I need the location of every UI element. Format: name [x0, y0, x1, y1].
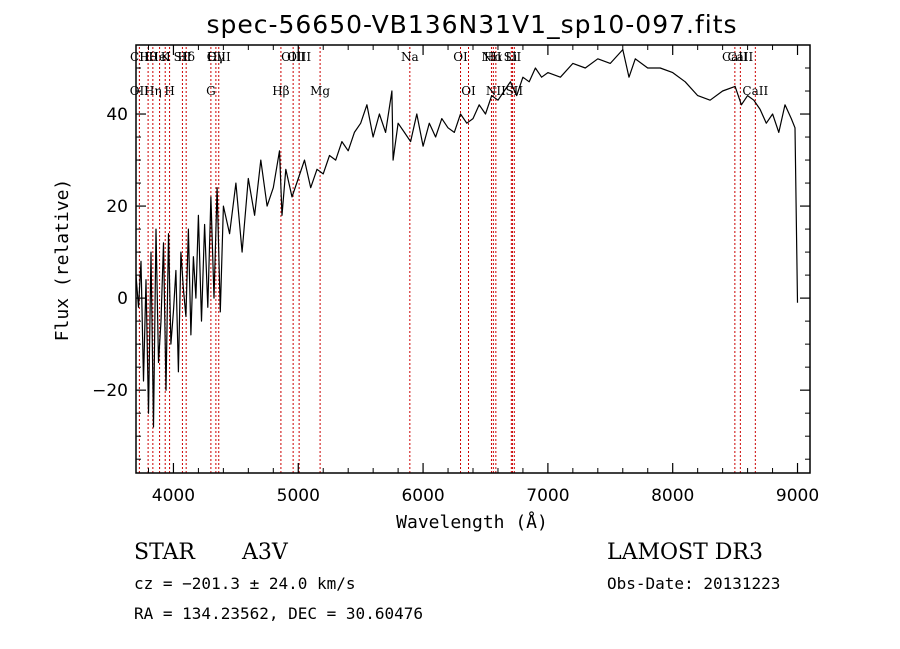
line-label-top: SII — [174, 50, 192, 64]
spectrum-series — [135, 48, 799, 428]
line-label-bottom: Mg — [310, 84, 330, 98]
line-label-top: OI — [453, 50, 468, 64]
line-label-bottom: OI — [461, 84, 476, 98]
line-label-top: K — [161, 50, 171, 64]
line-markers — [138, 47, 756, 473]
line-label-top: OIII — [281, 50, 305, 64]
line-label-top: Li — [505, 50, 517, 64]
coordinates: RA = 134.23562, DEC = 30.60476 — [134, 604, 423, 623]
line-label-top: Hγ — [207, 50, 225, 64]
line-label-top: OIII — [207, 50, 231, 64]
redshift-velocity: cz = −201.3 ± 24.0 km/s — [134, 574, 356, 593]
line-label-top: OIII — [287, 50, 311, 64]
line-label-bottom: G — [206, 84, 216, 98]
chart-title: spec-56650-VB136N31V1_sp10-097.fits — [206, 10, 737, 39]
line-label-bottom: Hβ — [272, 84, 289, 98]
obs-date: Obs-Date: 20131223 — [607, 574, 780, 593]
line-label-bottom: Hη — [144, 84, 162, 98]
line-label-top: NII — [481, 50, 501, 64]
line-label-top: Hδ — [177, 50, 195, 64]
line-label-bottom: H — [164, 84, 174, 98]
x-tick-label: 5000 — [277, 486, 320, 506]
x-tick-label: 4000 — [152, 486, 195, 506]
x-tick-label: 9000 — [776, 486, 819, 506]
line-label-top: Na — [401, 50, 419, 64]
x-axis: 4000 5000 6000 7000 8000 9000 — [147, 45, 819, 506]
x-tick-label: 6000 — [401, 486, 444, 506]
y-tick-label: 40 — [106, 105, 128, 125]
y-tick-label: 20 — [106, 197, 128, 217]
y-tick-label: 0 — [117, 289, 128, 309]
line-label-top: CaII — [727, 50, 753, 64]
line-label-bottom: CaII — [742, 84, 768, 98]
line-label-top: CaII — [722, 50, 748, 64]
x-tick-label: 8000 — [651, 486, 694, 506]
plot-frame — [135, 44, 811, 474]
line-label-top: HeI — [148, 50, 171, 64]
y-axis-label: Flux (relative) — [52, 179, 73, 342]
line-label-top: SII — [504, 50, 522, 64]
line-label-top: Hθ — [139, 50, 157, 64]
x-axis-label: Wavelength (Å) — [396, 511, 548, 533]
line-label-bottom: NII — [486, 84, 506, 98]
line-label-top: CII — [130, 50, 149, 64]
subclass: A3V — [241, 540, 289, 565]
y-tick-label: −20 — [92, 381, 128, 401]
object-class: STAR — [134, 540, 196, 565]
line-labels: CIIOIIHθHηHeIKHSIIHδGHγOIIIHβOIIIOIIIMgN… — [130, 50, 769, 98]
y-axis: −20 0 20 40 — [92, 67, 810, 460]
line-label-top: Hα — [484, 50, 503, 64]
x-tick-label: 7000 — [526, 486, 569, 506]
survey-name: LAMOST DR3 — [607, 540, 763, 565]
